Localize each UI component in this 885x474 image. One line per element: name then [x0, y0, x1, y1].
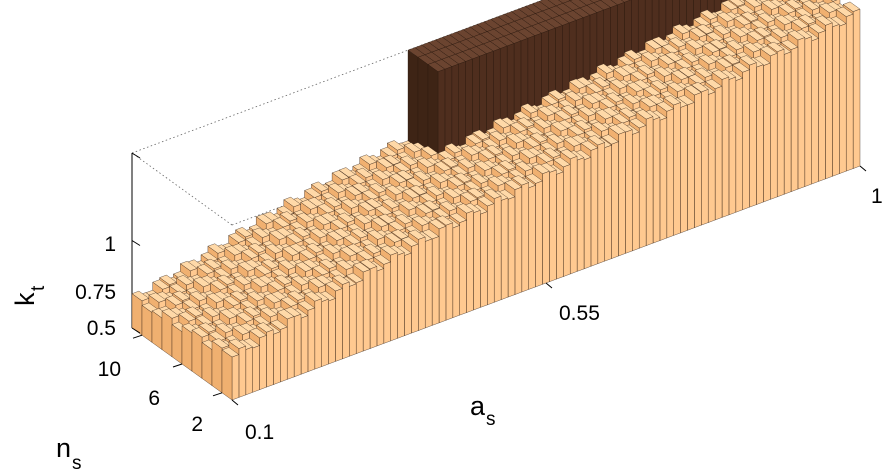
svg-text:t: t — [28, 285, 49, 291]
y-tick-mark — [132, 334, 143, 339]
x-tick-mark — [545, 282, 553, 289]
y-tick-label: 2 — [191, 413, 203, 436]
x-tick-mark — [231, 399, 239, 406]
svg-text:s: s — [486, 409, 496, 430]
y-tick-label: 10 — [98, 358, 121, 381]
y-axis-label: n s — [56, 433, 82, 474]
z-tick-label: 1 — [104, 233, 116, 256]
svg-text:a: a — [470, 391, 486, 421]
y-tick-mark — [212, 392, 223, 397]
x-tick-label: 1 — [871, 185, 883, 208]
y-tick-mark — [172, 363, 183, 368]
z-tick-mark — [131, 240, 141, 246]
y-tick-label: 6 — [148, 387, 160, 410]
axis-box-edge — [131, 152, 233, 226]
svg-text:s: s — [72, 453, 82, 474]
svg-text:k: k — [10, 292, 40, 306]
x-tick-mark — [859, 165, 867, 172]
z-tick-label: 0.75 — [75, 281, 116, 304]
tick-marks — [131, 152, 867, 406]
z-tick-label: 0.5 — [87, 317, 116, 340]
x-tick-label: 0.55 — [559, 302, 600, 325]
z-tick-mark — [131, 327, 141, 334]
z-axis-label: k t — [10, 285, 49, 306]
z-tick-mark — [131, 152, 141, 159]
bar-field — [131, 0, 861, 401]
x-axis-label: a s — [470, 391, 496, 430]
x-tick-label: 0.1 — [245, 421, 274, 444]
bar — [221, 347, 240, 401]
svg-text:n: n — [56, 433, 71, 463]
